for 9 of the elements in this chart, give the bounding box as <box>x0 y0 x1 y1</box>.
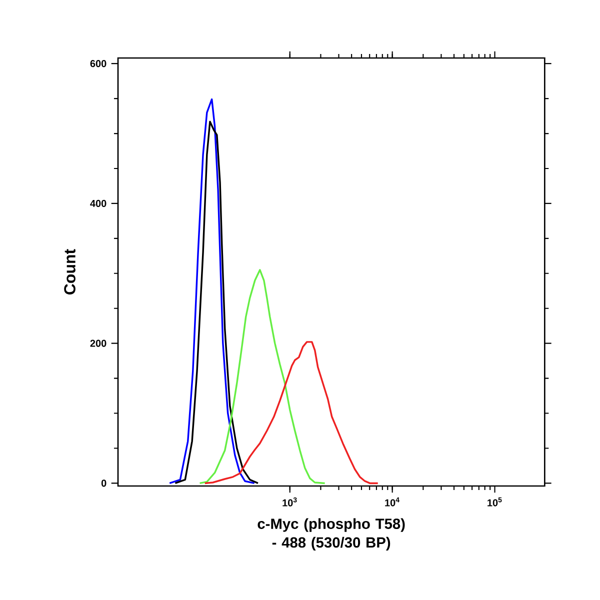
y-tick-label: 600 <box>90 60 106 68</box>
x-tick-label: 10$^{5}$ <box>488 497 502 506</box>
y-tick-label: 400 <box>90 200 106 208</box>
x-tick-label: 10$^{4}$ <box>385 497 400 506</box>
x-tick-label: 10$^{3}$ <box>282 497 297 506</box>
y-tick-label: 0 <box>101 480 106 487</box>
x-axis-title: c-Myc (phospho T58) - 488 (530/30 BP) <box>258 518 405 551</box>
y-tick-label: 200 <box>90 340 106 347</box>
y-axis-title: Count <box>64 249 76 294</box>
